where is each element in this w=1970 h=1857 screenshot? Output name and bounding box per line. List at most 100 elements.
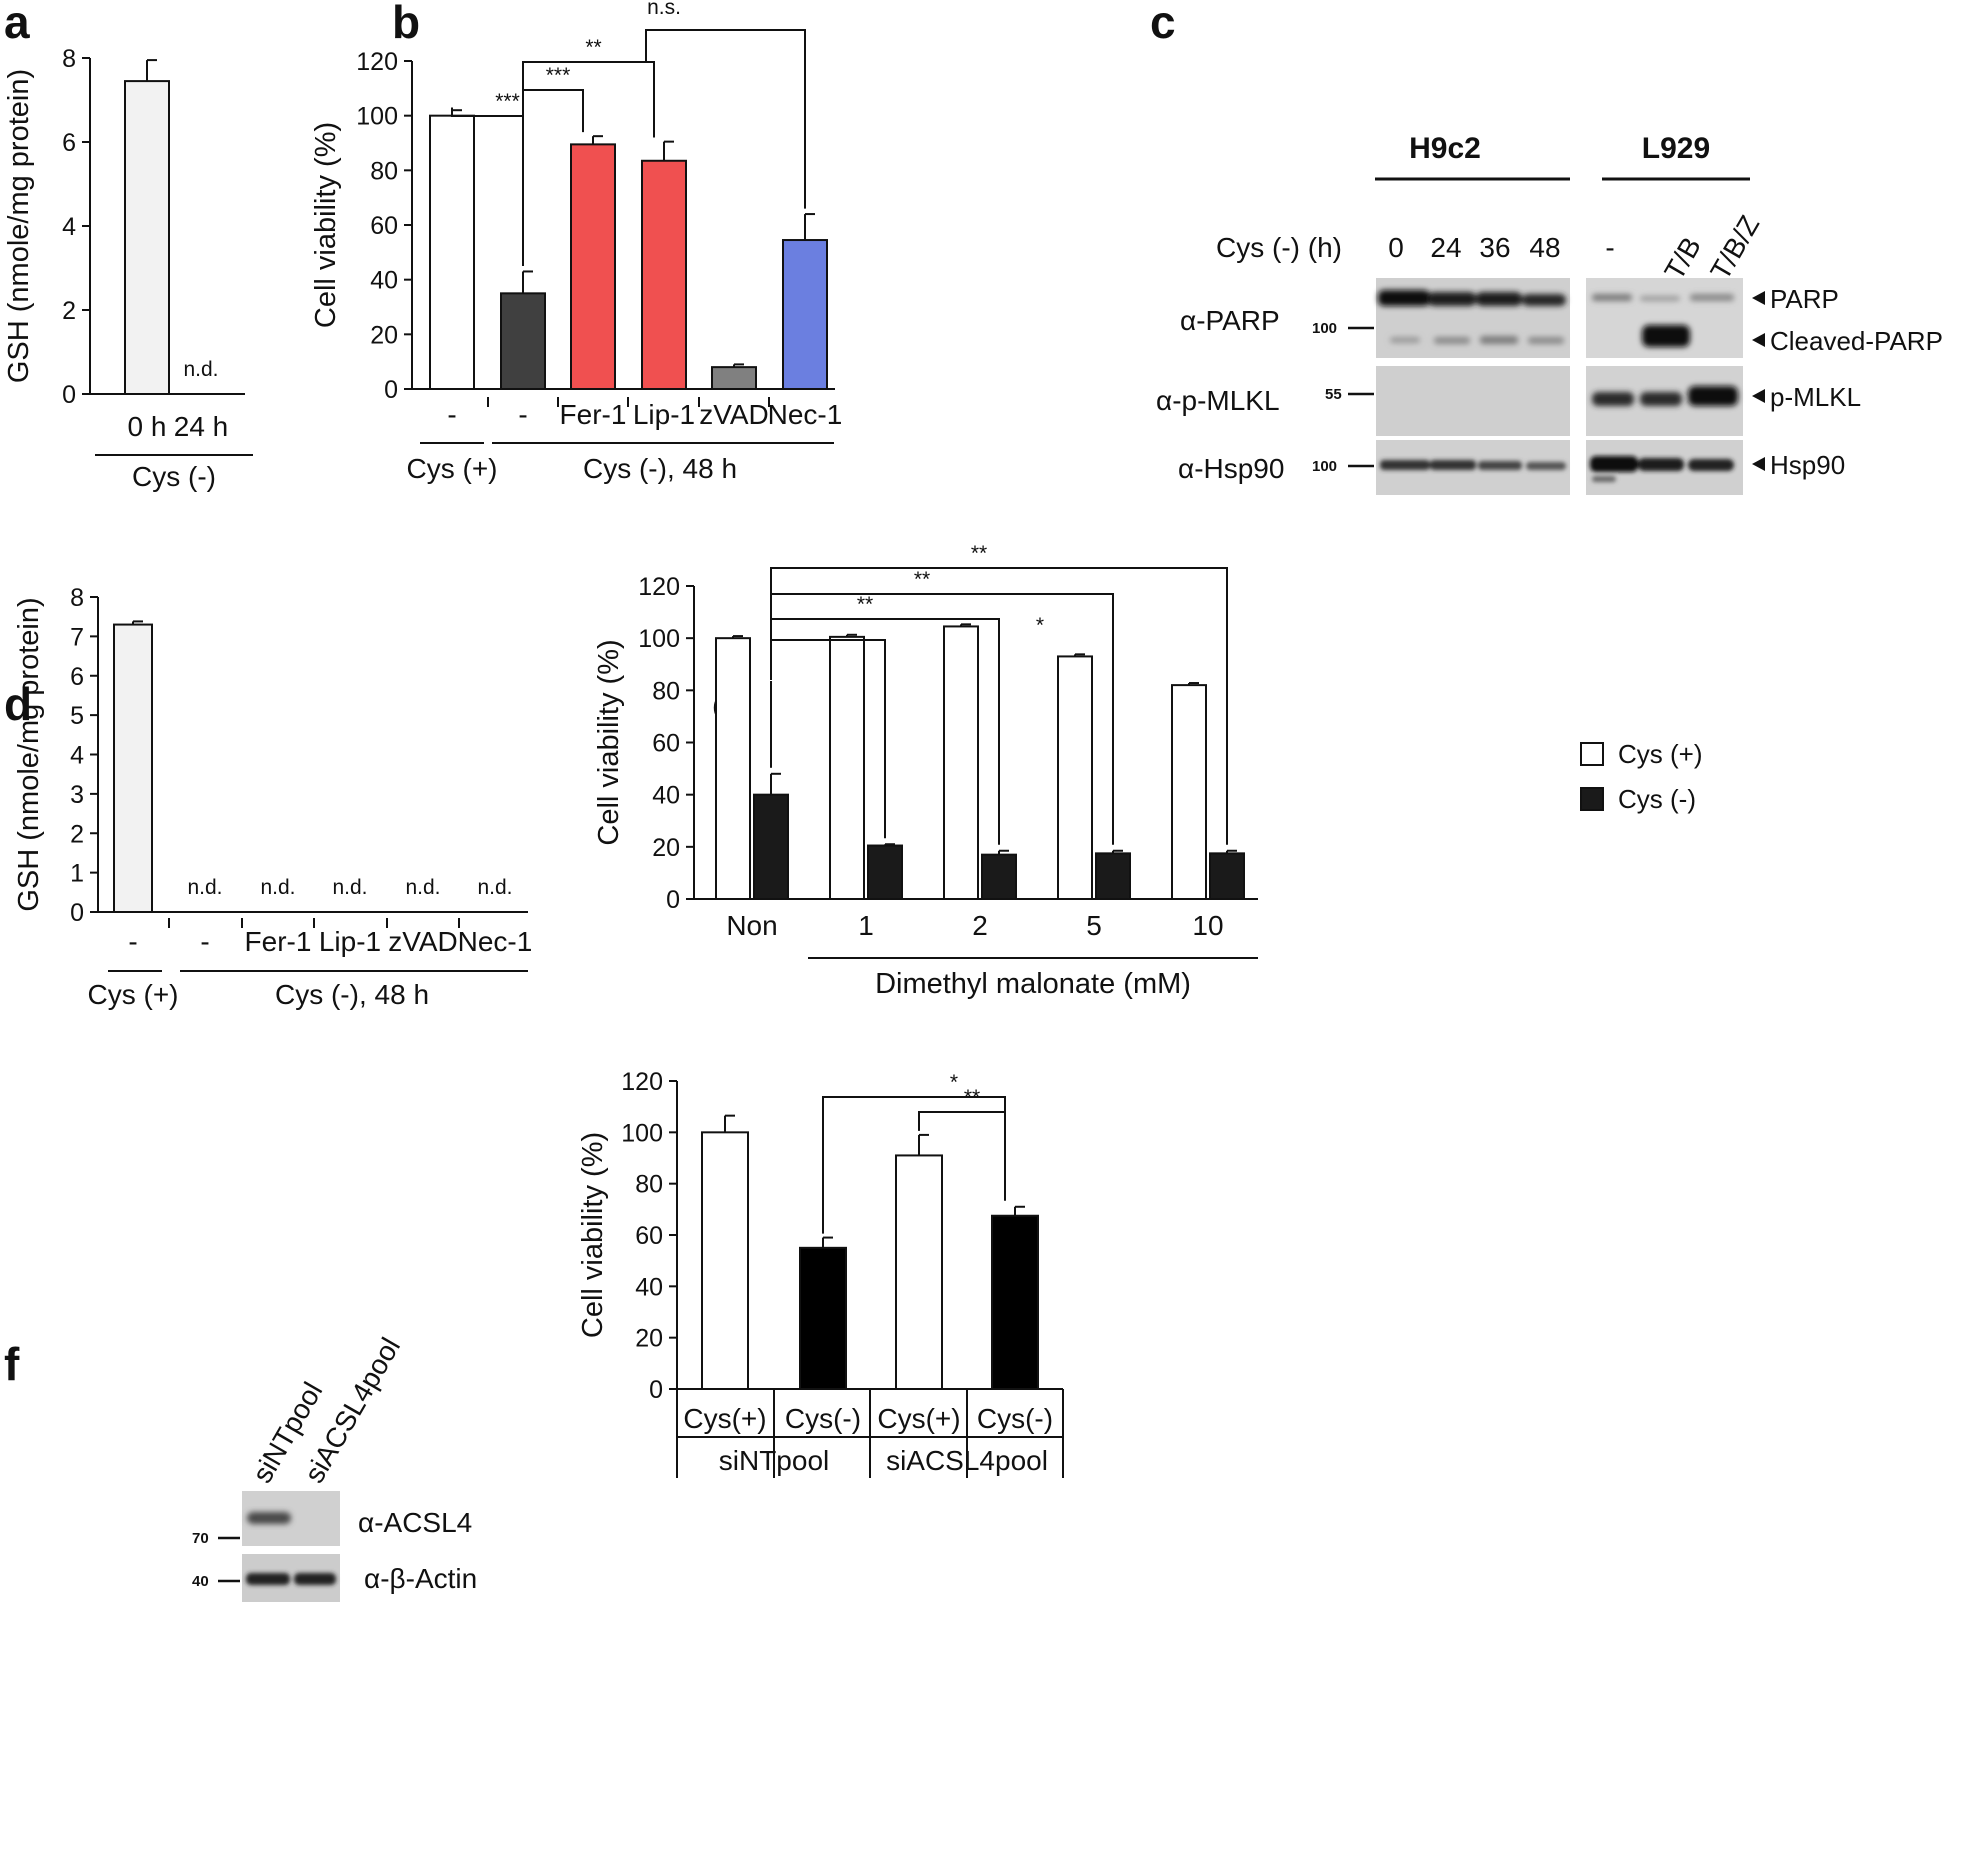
bar	[991, 1214, 1039, 1390]
significance-bracket	[522, 61, 655, 138]
y-tick-label: 40	[652, 782, 680, 810]
y-tick-label: 60	[635, 1222, 663, 1250]
blot-c-parp-mw: 100	[1312, 320, 1337, 337]
legend-swatch-cys-minus	[1580, 787, 1604, 811]
y-tick-label: 5	[70, 702, 84, 730]
blot-c-mlkl-h9c2	[1376, 366, 1570, 436]
chart-a: 0 2 4 6 8 GSH (nmole/mg protein) n.d. 0 h 24 h Cy…	[3, 45, 253, 492]
nd-label: n.d.	[183, 358, 218, 381]
blot-c-lane-24: 24	[1430, 232, 1461, 263]
y-tick-label: 80	[652, 677, 680, 705]
y-tick-label: 0	[666, 886, 680, 914]
x-category-label: Cys(-)	[785, 1403, 861, 1434]
y-axis-label: Cell viability (%)	[593, 639, 625, 845]
y-tick-label: 3	[70, 781, 84, 809]
bar	[782, 239, 828, 390]
x-category-label: 1	[858, 910, 874, 941]
bar	[1095, 852, 1131, 901]
panel-label-f: f	[4, 1338, 20, 1390]
blot-c-cleaved-target: Cleaved-PARP	[1770, 326, 1943, 356]
y-tick-label: 100	[356, 103, 398, 131]
y-tick-label: 0	[70, 899, 84, 927]
x-category-label: Fer-1	[245, 926, 312, 957]
significance-label: *	[950, 1071, 958, 1094]
legend-label-cys-plus: Cys (+)	[1618, 739, 1703, 769]
blot-c-mlkl-antibody: α-p-MLKL	[1156, 385, 1280, 416]
y-axis-label: GSH (nmole/mg protein)	[13, 597, 45, 911]
blot-c-mlkl-target: p-MLKL	[1770, 382, 1861, 412]
bar	[753, 793, 789, 901]
x-category-label: 10	[1192, 910, 1223, 941]
blot-c-lane-tb: T/B	[1658, 232, 1707, 285]
y-tick-label: 2	[62, 297, 76, 325]
group-label: Cys (+)	[88, 979, 179, 1010]
chart-b: 0 20 40 60 80 100 120 Cell viability (%) - - Fer-1…	[310, 0, 842, 484]
y-tick-label: 20	[370, 321, 398, 349]
bar	[711, 366, 757, 390]
bar	[570, 143, 616, 390]
significance-label: n.s.	[647, 0, 681, 19]
significance-label: **	[971, 542, 987, 565]
blot-c-lane-48: 48	[1529, 232, 1560, 263]
bar	[124, 80, 170, 395]
significance-bracket	[770, 639, 886, 839]
blot-f-acsl4-antibody: α-ACSL4	[358, 1507, 472, 1538]
group-label: siNTpool	[719, 1445, 829, 1476]
nd-label: n.d.	[332, 876, 367, 899]
significance-label: ***	[495, 90, 520, 113]
y-tick-label: 60	[370, 212, 398, 240]
significance-bracket	[770, 618, 1000, 845]
blot-c: H9c2 L929 Cys (-) (h) 0 24 36 48 - T/B T…	[1156, 132, 1943, 495]
y-tick-label: 40	[370, 267, 398, 295]
nd-label: n.d.	[477, 876, 512, 899]
y-tick-label: 0	[649, 1376, 663, 1404]
x-category-label: 24 h	[174, 411, 229, 442]
y-tick-label: 60	[652, 730, 680, 758]
y-tick-label: 0	[384, 376, 398, 404]
blot-c-hsp90-target: Hsp90	[1770, 450, 1845, 480]
blot-c-group2: L929	[1642, 132, 1710, 165]
blot-c-hsp90-bands	[1380, 456, 1734, 482]
chart-e: 0 20 40 60 80 100 120 Cell viability (%) Non 1 2 5 1…	[593, 542, 1703, 1000]
x-category-label: -	[447, 399, 456, 430]
blot-c-cleaved-arrow	[1752, 333, 1765, 347]
y-tick-label: 2	[70, 820, 84, 848]
y-tick-label: 8	[62, 45, 76, 73]
x-category-label: zVAD	[699, 399, 769, 430]
significance-label: ***	[546, 64, 571, 87]
bar	[715, 637, 751, 901]
bar	[500, 292, 546, 391]
bar	[867, 844, 903, 901]
legend-label-cys-minus: Cys (-)	[1618, 784, 1696, 814]
x-category-label: Nec-1	[768, 399, 843, 430]
significance-label: **	[914, 568, 930, 591]
bar	[113, 623, 153, 913]
blot-c-mlkl-bands	[1592, 386, 1738, 406]
x-category-label: zVAD	[388, 926, 458, 957]
blot-c-mlkl-arrow	[1752, 389, 1765, 403]
bar	[429, 114, 475, 391]
x-category-label: -	[200, 926, 209, 957]
y-tick-label: 80	[370, 157, 398, 185]
y-tick-label: 7	[70, 623, 84, 651]
x-category-label: -	[128, 926, 137, 957]
y-tick-label: 100	[638, 625, 680, 653]
panel-label-c: c	[1150, 0, 1176, 48]
y-tick-label: 6	[70, 663, 84, 691]
significance-bracket	[645, 29, 806, 209]
bar	[641, 159, 687, 390]
blot-c-cys-label: Cys (-) (h)	[1216, 232, 1342, 263]
bar	[1171, 684, 1207, 900]
blot-f-actin-antibody: α-β-Actin	[364, 1563, 477, 1594]
legend-swatch-cys-plus	[1580, 742, 1604, 766]
y-tick-label: 4	[62, 213, 76, 241]
bar	[701, 1131, 749, 1391]
y-tick-label: 8	[70, 584, 84, 612]
x-category-label: Cys(+)	[877, 1403, 960, 1434]
nd-label: n.d.	[405, 876, 440, 899]
y-tick-label: 1	[70, 860, 84, 888]
y-tick-label: 100	[621, 1119, 663, 1147]
significance-bracket	[451, 107, 524, 266]
